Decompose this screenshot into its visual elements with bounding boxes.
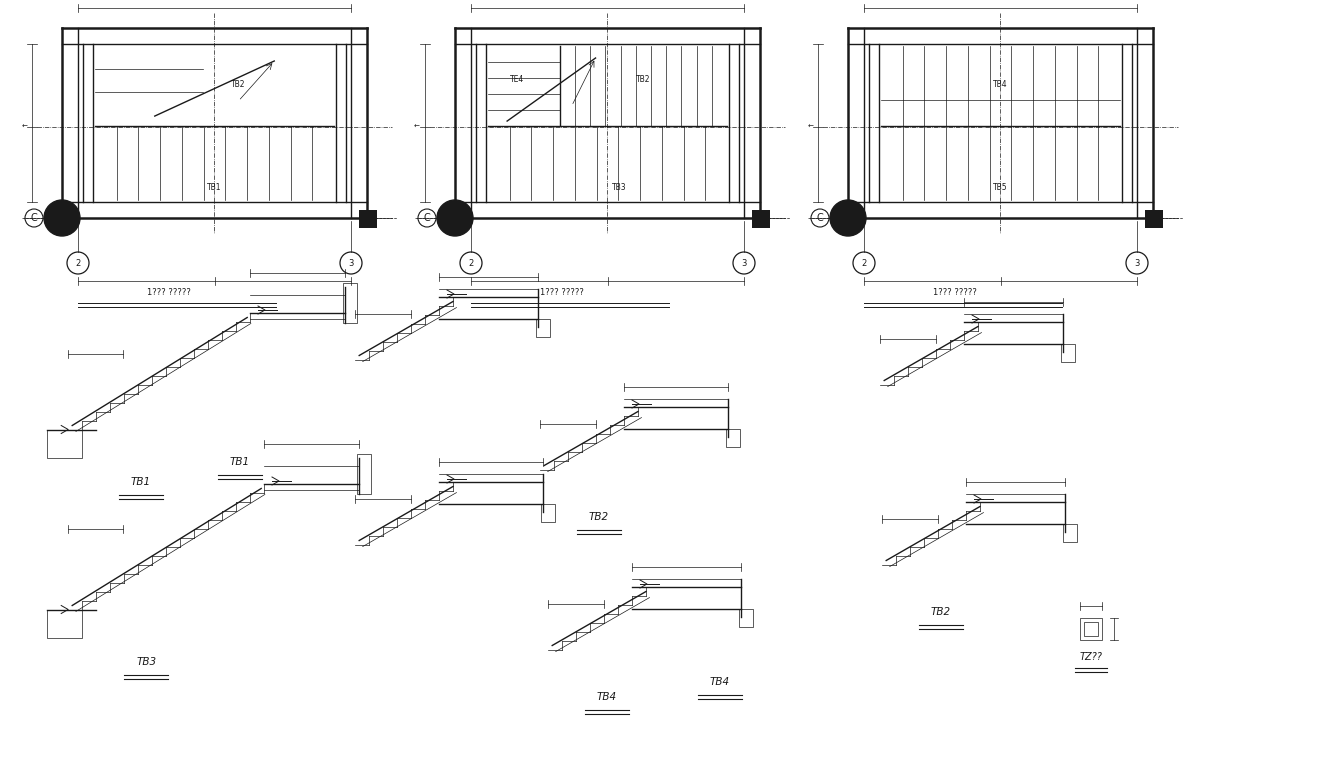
Text: C: C	[31, 213, 37, 223]
Text: TB1: TB1	[207, 184, 222, 193]
Text: 3: 3	[1134, 259, 1140, 267]
Text: TB3: TB3	[612, 184, 626, 193]
Circle shape	[438, 200, 473, 236]
Circle shape	[830, 200, 866, 236]
Text: 1??? ?????: 1??? ?????	[932, 288, 976, 297]
Bar	[1061, 344, 1075, 362]
Text: C: C	[424, 213, 431, 223]
Bar	[47, 610, 82, 638]
Bar	[1080, 618, 1103, 640]
Text: ←: ←	[807, 124, 813, 130]
Text: ←: ←	[414, 124, 420, 130]
Bar	[1084, 622, 1099, 636]
Text: 1??? ?????: 1??? ?????	[540, 288, 584, 297]
Bar	[359, 210, 376, 228]
Bar	[726, 429, 739, 447]
Bar	[739, 609, 753, 627]
Bar	[1063, 524, 1077, 542]
Text: TB2: TB2	[589, 512, 609, 522]
Bar	[343, 283, 356, 323]
Text: TB5: TB5	[994, 184, 1008, 193]
Bar	[536, 319, 551, 337]
Text: TB3: TB3	[137, 657, 157, 667]
Text: TZ??: TZ??	[1080, 652, 1103, 662]
Text: ←: ←	[21, 124, 27, 130]
Bar	[356, 454, 371, 494]
Text: TB4: TB4	[710, 677, 730, 687]
Bar	[1145, 210, 1162, 228]
Text: 3: 3	[348, 259, 354, 267]
Text: 1??? ?????: 1??? ?????	[146, 288, 190, 297]
Text: 2: 2	[468, 259, 473, 267]
Text: TB2: TB2	[636, 75, 650, 84]
Text: TB1: TB1	[230, 457, 250, 467]
Text: TB2: TB2	[231, 80, 246, 89]
Circle shape	[44, 200, 80, 236]
Bar	[47, 430, 82, 458]
Text: 3: 3	[741, 259, 746, 267]
Bar	[751, 210, 770, 228]
Text: C: C	[817, 213, 823, 223]
Text: TB4: TB4	[994, 80, 1008, 89]
Text: TB4: TB4	[597, 692, 617, 702]
Text: TB2: TB2	[931, 607, 951, 617]
Text: TB1: TB1	[130, 477, 150, 487]
Text: 2: 2	[76, 259, 81, 267]
Text: TE4: TE4	[509, 75, 524, 84]
Bar	[541, 504, 555, 522]
Text: 2: 2	[862, 259, 867, 267]
